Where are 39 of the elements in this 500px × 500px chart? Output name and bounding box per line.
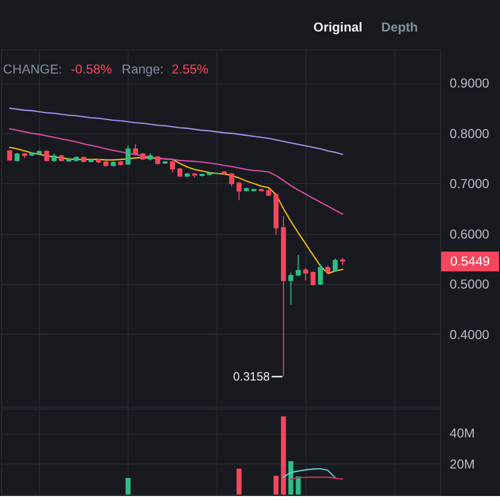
bar — [236, 468, 242, 495]
y-tick-label: 0.8000 — [450, 126, 490, 141]
y-tick-label: 0.4000 — [450, 326, 490, 342]
text: Depth — [381, 19, 418, 34]
candlestick — [7, 149, 12, 162]
candlestick — [132, 144, 138, 156]
text: 0.5449 — [450, 254, 490, 268]
candlestick — [177, 167, 182, 178]
y-tick-label: 0.6000 — [450, 226, 490, 242]
candlestick — [296, 254, 301, 277]
candlestick — [332, 258, 338, 272]
annotation: CHANGE: — [2, 61, 62, 76]
text: Original — [313, 19, 362, 34]
bar — [274, 476, 279, 495]
candlestick — [170, 160, 175, 174]
annotation: -0.58% — [70, 61, 112, 76]
candlestick — [318, 263, 323, 286]
bar — [126, 478, 131, 495]
candlestick — [229, 172, 234, 188]
y-tick-label: 0.7000 — [450, 176, 490, 192]
y-tick-label: 20M — [450, 456, 475, 472]
line-series — [9, 108, 344, 156]
y-tick-label: 0.5000 — [450, 276, 490, 292]
candlestick — [236, 182, 242, 201]
line-series — [282, 468, 336, 478]
candlestick — [288, 272, 294, 306]
y-tick-label: 40M — [450, 426, 475, 441]
annotation: 0.3158 — [233, 370, 270, 384]
candlestick — [303, 267, 308, 282]
candlestick — [44, 150, 50, 162]
line-series — [9, 128, 344, 215]
bar — [280, 416, 286, 495]
y-tick-label: 0.9000 — [450, 76, 490, 91]
annotation: 2.55% — [172, 61, 209, 76]
bar — [288, 461, 294, 495]
line-series — [9, 146, 344, 274]
candlestick — [126, 144, 131, 166]
annotation: Range: — [122, 61, 164, 76]
candlestick — [310, 271, 316, 286]
